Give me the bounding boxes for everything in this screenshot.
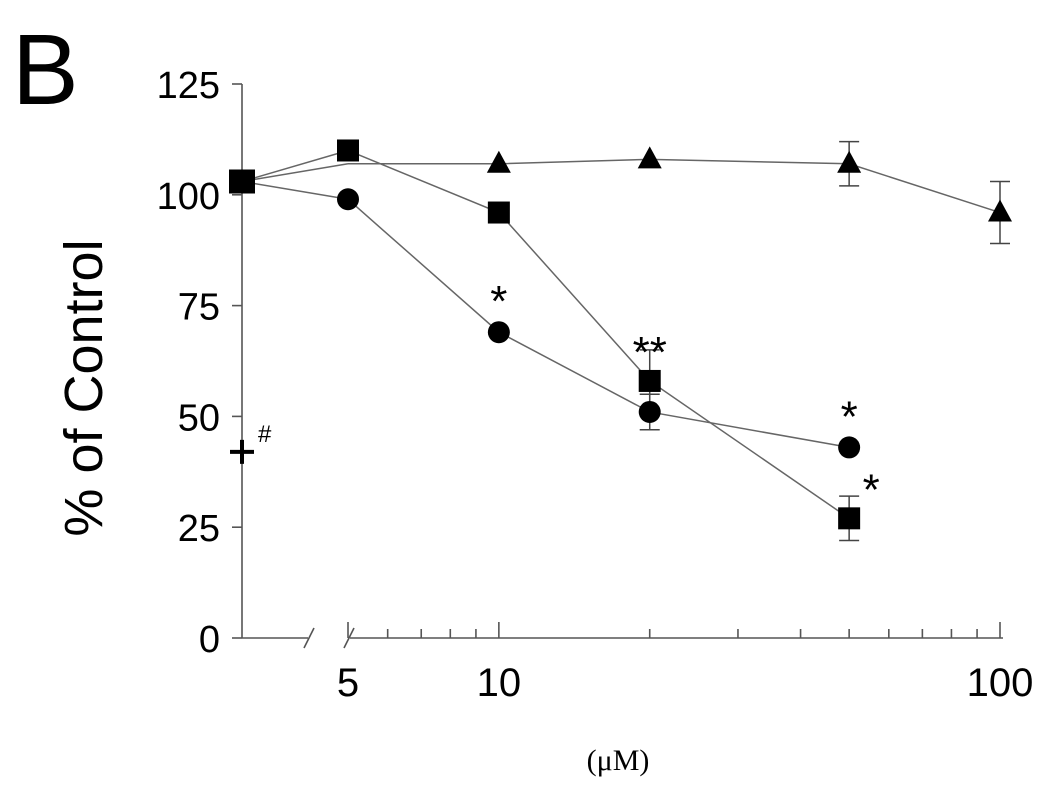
significance-annotation: * <box>841 392 858 441</box>
x-tick-label: 10 <box>477 661 522 705</box>
circle-series-line <box>347 198 850 449</box>
square-control-link <box>241 149 349 183</box>
y-tick-label: 50 <box>178 397 220 439</box>
significance-annotation: * <box>863 465 880 514</box>
significance-annotation: * <box>490 277 507 326</box>
triangle-series-line <box>348 158 1001 214</box>
square-marker <box>638 369 661 392</box>
triangle-marker <box>486 150 511 173</box>
triangle-marker <box>837 150 862 173</box>
y-tick-label: 0 <box>199 619 220 661</box>
control-marker <box>229 169 255 194</box>
square-series-line <box>347 149 850 519</box>
data-markers <box>229 139 1012 530</box>
series-lines <box>241 149 1001 519</box>
circle-control-link <box>241 180 349 200</box>
axes: 0 25 50 75 100 125 5 10 100 <box>157 65 1034 705</box>
square-marker <box>838 507 861 530</box>
triangle-control-link <box>241 163 349 183</box>
axis-break-mark <box>343 627 355 649</box>
panel-label: B <box>12 14 79 126</box>
y-tick-label: 75 <box>178 287 220 329</box>
circle-marker <box>487 321 510 344</box>
axis-break-mark <box>303 627 315 649</box>
error-bars <box>639 140 1010 542</box>
square-marker <box>337 139 359 162</box>
reference-annotation: # <box>258 421 272 448</box>
annotations: *****# <box>258 277 880 514</box>
y-tick-label: 25 <box>178 508 220 550</box>
triangle-marker <box>988 199 1012 222</box>
significance-annotation: ** <box>633 328 667 377</box>
x-axis-label: (μM) <box>587 744 650 777</box>
triangle-marker <box>637 146 662 169</box>
y-tick-label: 125 <box>157 65 220 107</box>
circle-marker <box>838 436 861 459</box>
x-tick-label: 5 <box>337 661 359 705</box>
circle-marker <box>638 400 661 423</box>
x-tick-label: 100 <box>967 661 1034 705</box>
circle-marker <box>337 188 359 211</box>
square-marker <box>487 201 510 224</box>
y-axis-label: % of Control <box>54 239 114 536</box>
y-tick-label: 100 <box>157 176 220 218</box>
